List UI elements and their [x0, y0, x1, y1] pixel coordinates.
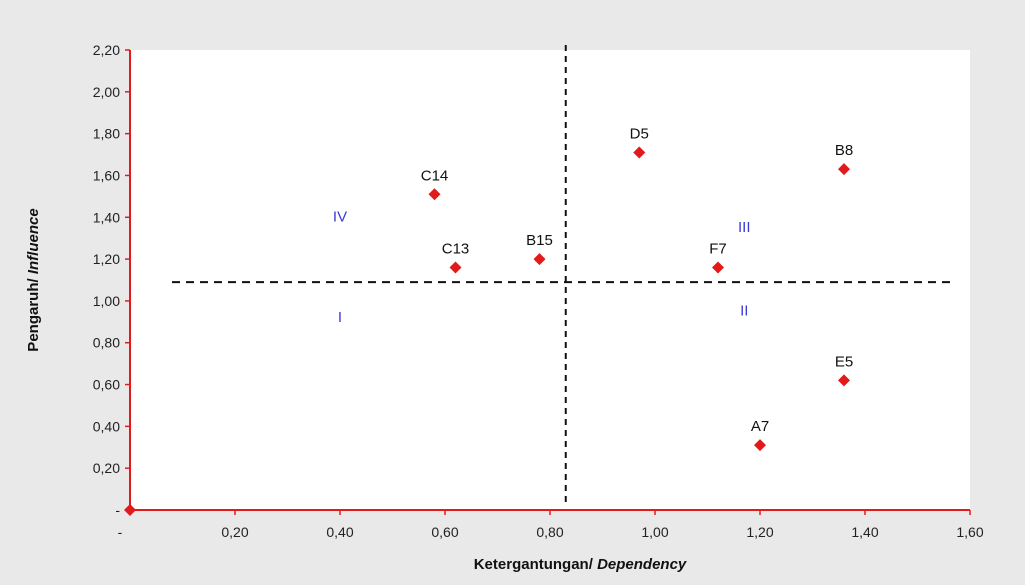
data-point-label: B8 — [835, 142, 853, 159]
x-tick-label: 1,60 — [956, 524, 983, 540]
data-point-marker — [712, 261, 724, 274]
x-axis-title: Ketergantungan/ Dependency — [474, 556, 687, 573]
data-point-label: C14 — [421, 167, 449, 184]
quadrant-label: I — [338, 309, 342, 326]
quadrant-label: IV — [333, 208, 347, 225]
x-tick-label: - — [118, 524, 123, 540]
y-axis-title-italic: Influence — [25, 208, 42, 274]
x-tick-label: 1,20 — [746, 524, 773, 540]
x-tick-label: 0,60 — [431, 524, 458, 540]
data-points: C14 C13 B15 D5 B8 F7 E5 A7 — [124, 125, 853, 516]
x-axis-title-main: Ketergantungan/ — [474, 556, 597, 573]
y-tick-label: 2,00 — [93, 84, 120, 100]
y-tick-label: 1,60 — [93, 167, 120, 183]
y-axis-title: Pengaruh/ Influence — [25, 208, 42, 351]
data-point-label: A7 — [751, 418, 769, 435]
x-tick-label: 1,40 — [851, 524, 878, 540]
y-tick-label: 1,20 — [93, 251, 120, 267]
x-tick-label: 0,40 — [326, 524, 353, 540]
quadrant-label: III — [738, 219, 751, 236]
quadrant-label: II — [740, 303, 748, 320]
data-point-marker — [633, 146, 646, 159]
y-tick-label: 1,00 — [93, 293, 120, 309]
data-point-label: E5 — [835, 353, 853, 370]
data-point-marker — [838, 374, 850, 387]
data-point-marker — [124, 504, 136, 516]
y-tick-label: 0,60 — [93, 377, 120, 393]
plot-background — [130, 50, 970, 510]
axes: - 0,20 0,40 0,60 0,80 1,00 1,20 1,40 1,60 1,80 2,0… — [93, 42, 984, 540]
y-tick-label: - — [115, 502, 120, 518]
y-tick-label: 1,40 — [93, 209, 120, 225]
data-point-label: D5 — [630, 125, 649, 142]
quadrant-dividers — [172, 45, 950, 505]
y-tick-label: 0,40 — [93, 418, 120, 434]
data-point-marker — [754, 439, 766, 452]
data-point-label: C13 — [442, 240, 470, 257]
y-tick-label: 2,20 — [93, 42, 120, 58]
y-tick-label: 0,20 — [93, 460, 120, 476]
x-tick-label: 0,20 — [221, 524, 248, 540]
data-point-label: F7 — [709, 240, 727, 257]
data-point-marker — [533, 253, 546, 266]
x-tick-label: 0,80 — [536, 524, 563, 540]
y-axis-title-main: Pengaruh/ — [25, 274, 42, 352]
data-point-marker — [428, 188, 441, 201]
data-point-marker — [838, 163, 850, 176]
x-axis-title-italic: Dependency — [597, 556, 687, 573]
y-tick-label: 1,80 — [93, 126, 120, 142]
data-point-marker — [449, 261, 462, 274]
data-point-label: B15 — [526, 232, 553, 249]
x-tick-label: 1,00 — [641, 524, 668, 540]
y-tick-label: 0,80 — [93, 335, 120, 351]
